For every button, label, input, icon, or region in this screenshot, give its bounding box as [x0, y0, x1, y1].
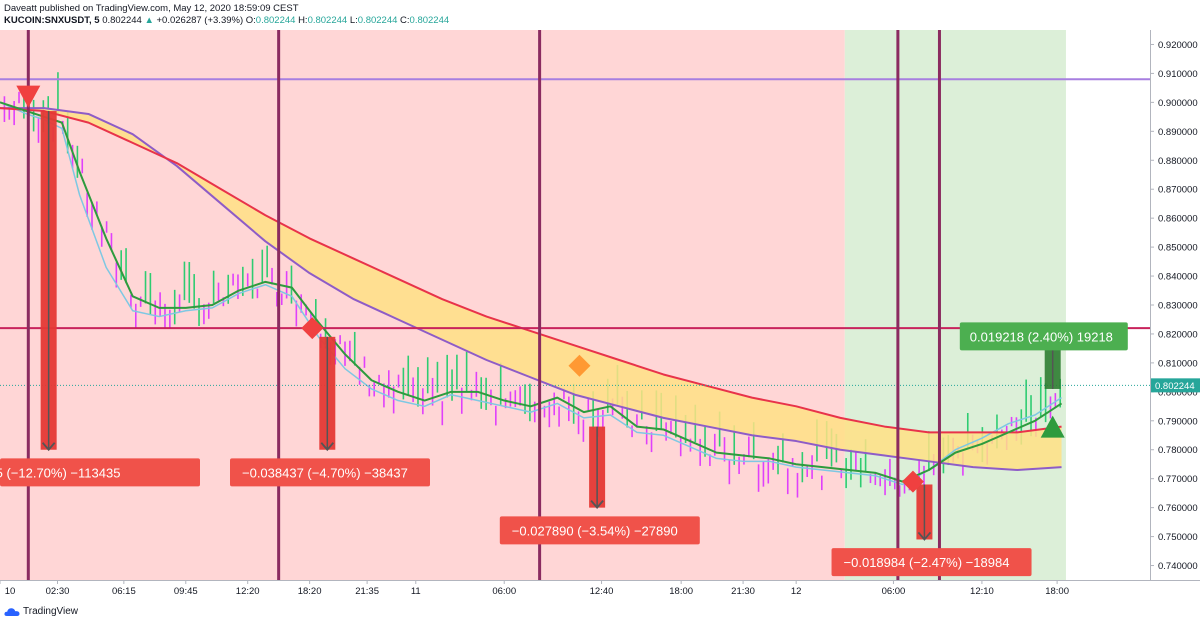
change-arrow-icon: ▲ [144, 15, 154, 26]
trade-label-layer: −0.113435 (−12.70%) −113435 −0.038437 (−4… [0, 322, 1128, 577]
time-tick-label: 12:40 [590, 586, 614, 597]
trade-label-box [230, 458, 430, 487]
trade-arrow-head-icon [590, 500, 604, 510]
price-tick-label: 0.770000 [1158, 474, 1198, 485]
time-tick-label: 06:00 [882, 586, 906, 597]
symbol-line: KUCOIN:SNXUSDT, 5 0.802244 ▲ +0.026287 (… [4, 15, 449, 26]
diamond-signal-icon [901, 470, 924, 493]
price-tick-label: 0.860000 [1158, 214, 1198, 225]
current-price-label: 0.802244 [1155, 381, 1195, 392]
close-label: C: [400, 15, 410, 26]
publisher-line: Daveatt published on TradingView.com, Ma… [4, 3, 299, 14]
price-axis[interactable]: 0.920000 0.910000 0.900000 0.890000 0.880000… [1150, 30, 1200, 580]
time-tick-label: 09:45 [174, 586, 198, 597]
trade-label-box [831, 548, 1032, 577]
trade-label-box [959, 322, 1128, 351]
time-axis-background [0, 580, 1200, 600]
trade-arrow-head-icon [41, 442, 56, 452]
time-tick-label: 12 [791, 586, 802, 597]
low-value: 0.802244 [357, 15, 398, 26]
time-tick-label: 21:35 [355, 586, 379, 597]
time-tick-label: 18:00 [669, 586, 693, 597]
triangle-down-signal-icon [16, 85, 41, 108]
price-tick-label: 0.800000 [1158, 387, 1198, 398]
interval: , 5 [88, 15, 100, 26]
ema-slow-purple-line [0, 107, 1062, 471]
price-tick-label: 0.780000 [1158, 445, 1198, 456]
price-chart[interactable]: −0.113435 (−12.70%) −113435 −0.038437 (−4… [0, 30, 1200, 600]
price-tick-label: 0.890000 [1158, 127, 1198, 138]
price-tick-label: 0.820000 [1158, 329, 1198, 340]
ema-cloud [0, 108, 1062, 470]
footer [0, 600, 1200, 625]
high-value: 0.802244 [307, 15, 348, 26]
trade-arrow-head-icon [917, 531, 932, 541]
trade-label-text: −0.018984 (−2.47%) −18984 [844, 555, 1010, 570]
trade-label-box [499, 516, 700, 545]
ma-lightblue-line [0, 101, 1062, 486]
price-axis-background [1150, 30, 1200, 580]
time-tick-label: 10 [5, 586, 16, 597]
time-tick-label: 02:30 [46, 586, 70, 597]
vertical-line-layer [26, 30, 941, 580]
price-tick-label: 0.920000 [1158, 40, 1198, 51]
last-price: 0.802244 [102, 15, 142, 26]
tradingview-brand: TradingView [23, 606, 79, 617]
low-label: L: [349, 15, 358, 26]
price-tick-label: 0.910000 [1158, 69, 1198, 80]
bull-zone [844, 30, 1066, 580]
symbol[interactable]: KUCOIN:SNXUSDT [4, 15, 89, 26]
time-tick-label: 06:00 [492, 586, 516, 597]
time-axis[interactable]: 10 02:30 06:15 09:45 12:20 18:20 21:35 11 06:00 1… [0, 580, 1200, 600]
trade-label-text: −0.027890 (−3.54%) −27890 [512, 523, 678, 538]
signal-layer [16, 85, 1065, 493]
zone-layer [0, 30, 1150, 580]
price-tick-label: 0.870000 [1158, 185, 1198, 196]
time-tick-label: 12:10 [970, 586, 994, 597]
series-layer [0, 101, 1063, 486]
time-tick-label: 12:20 [236, 586, 260, 597]
time-tick-label: 18:00 [1045, 586, 1069, 597]
trade-label-box [0, 458, 200, 487]
diamond-signal-icon [568, 354, 591, 377]
current-price-badge [1151, 378, 1200, 393]
diamond-signal-icon [301, 317, 324, 340]
time-tick-label: 18:20 [298, 586, 322, 597]
chart-header: Daveatt published on TradingView.com, Ma… [0, 0, 1200, 30]
price-tick-label: 0.900000 [1158, 98, 1198, 109]
trade-label-text: −0.113435 (−12.70%) −113435 [0, 465, 120, 480]
open-value: 0.802244 [255, 15, 296, 26]
tradingview-cloud-icon [4, 607, 20, 616]
close-value: 0.802244 [409, 15, 450, 26]
trade-label-text: −0.038437 (−4.70%) −38437 [242, 465, 408, 480]
time-tick-label: 11 [411, 586, 421, 597]
price-tick-label: 0.840000 [1158, 272, 1198, 283]
ma-green-line [0, 101, 1063, 483]
price-tick-label: 0.740000 [1158, 561, 1198, 572]
time-tick-label: 06:15 [112, 586, 136, 597]
price-change: +0.026287 (+3.39%) [156, 15, 244, 26]
price-tick-label: 0.750000 [1158, 532, 1198, 543]
price-tick-label: 0.790000 [1158, 416, 1198, 427]
tradingview-logo[interactable]: TradingView [4, 606, 78, 617]
price-tick-label: 0.880000 [1158, 156, 1198, 167]
ema-fast-red-line [0, 107, 1062, 434]
time-tick-label: 21:30 [731, 586, 755, 597]
triangle-up-signal-icon [1040, 415, 1065, 438]
open-label: O: [245, 15, 256, 26]
trade-arrow-head-icon [320, 442, 334, 452]
price-tick-label: 0.850000 [1158, 243, 1198, 254]
price-tick-label: 0.830000 [1158, 301, 1198, 312]
trade-label-text: 0.019218 (2.40%) 19218 [970, 329, 1113, 344]
high-label: H: [298, 15, 308, 26]
price-tick-label: 0.760000 [1158, 503, 1198, 514]
price-tick-label: 0.810000 [1158, 358, 1198, 369]
horizontal-line-layer [0, 78, 1150, 386]
